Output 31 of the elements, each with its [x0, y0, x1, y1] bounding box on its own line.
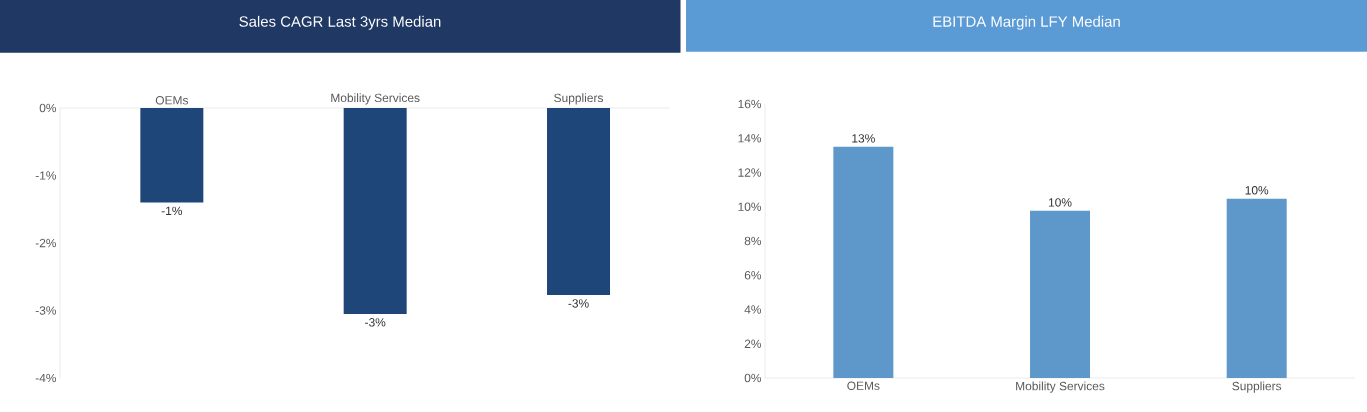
x-tick-label: OEMs [155, 96, 189, 105]
y-tick-label: 14% [738, 134, 762, 143]
chart-title: Sales CAGR Last 3yrs Median [239, 15, 441, 30]
data-label: 10% [1245, 186, 1269, 195]
y-tick-label: 0% [744, 373, 762, 383]
x-tick-label: OEMs [847, 381, 880, 390]
data-label: 13% [852, 134, 875, 143]
bar [833, 146, 894, 378]
y-tick-label: 4% [744, 305, 762, 314]
y-tick-label: -1% [35, 171, 57, 180]
y-tick-label: -4% [35, 373, 57, 383]
data-label: -3% [365, 318, 386, 327]
y-tick-label: 2% [744, 339, 762, 348]
x-tick-label: Suppliers [1232, 381, 1282, 393]
y-tick-label: 0% [39, 103, 57, 113]
bar [1226, 198, 1287, 378]
x-tick-label: Suppliers [554, 93, 603, 105]
y-tick-label: 6% [744, 271, 762, 280]
y-tick-label: 16% [738, 99, 762, 109]
y-tick-label: 12% [738, 168, 762, 177]
y-tick-label: 10% [738, 202, 762, 211]
bar [1030, 210, 1091, 378]
y-tick-label: 8% [744, 236, 762, 246]
data-label: -1% [161, 206, 183, 216]
chart-title: EBITDA Margin LFY Median [933, 15, 1120, 30]
x-tick-label: Mobility Services [1016, 381, 1105, 393]
y-tick-label: -3% [35, 306, 57, 315]
y-tick-label: -2% [35, 238, 57, 248]
data-label: -3% [568, 299, 589, 308]
x-tick-label: Mobility Services [331, 93, 420, 105]
data-label: 10% [1048, 198, 1072, 207]
